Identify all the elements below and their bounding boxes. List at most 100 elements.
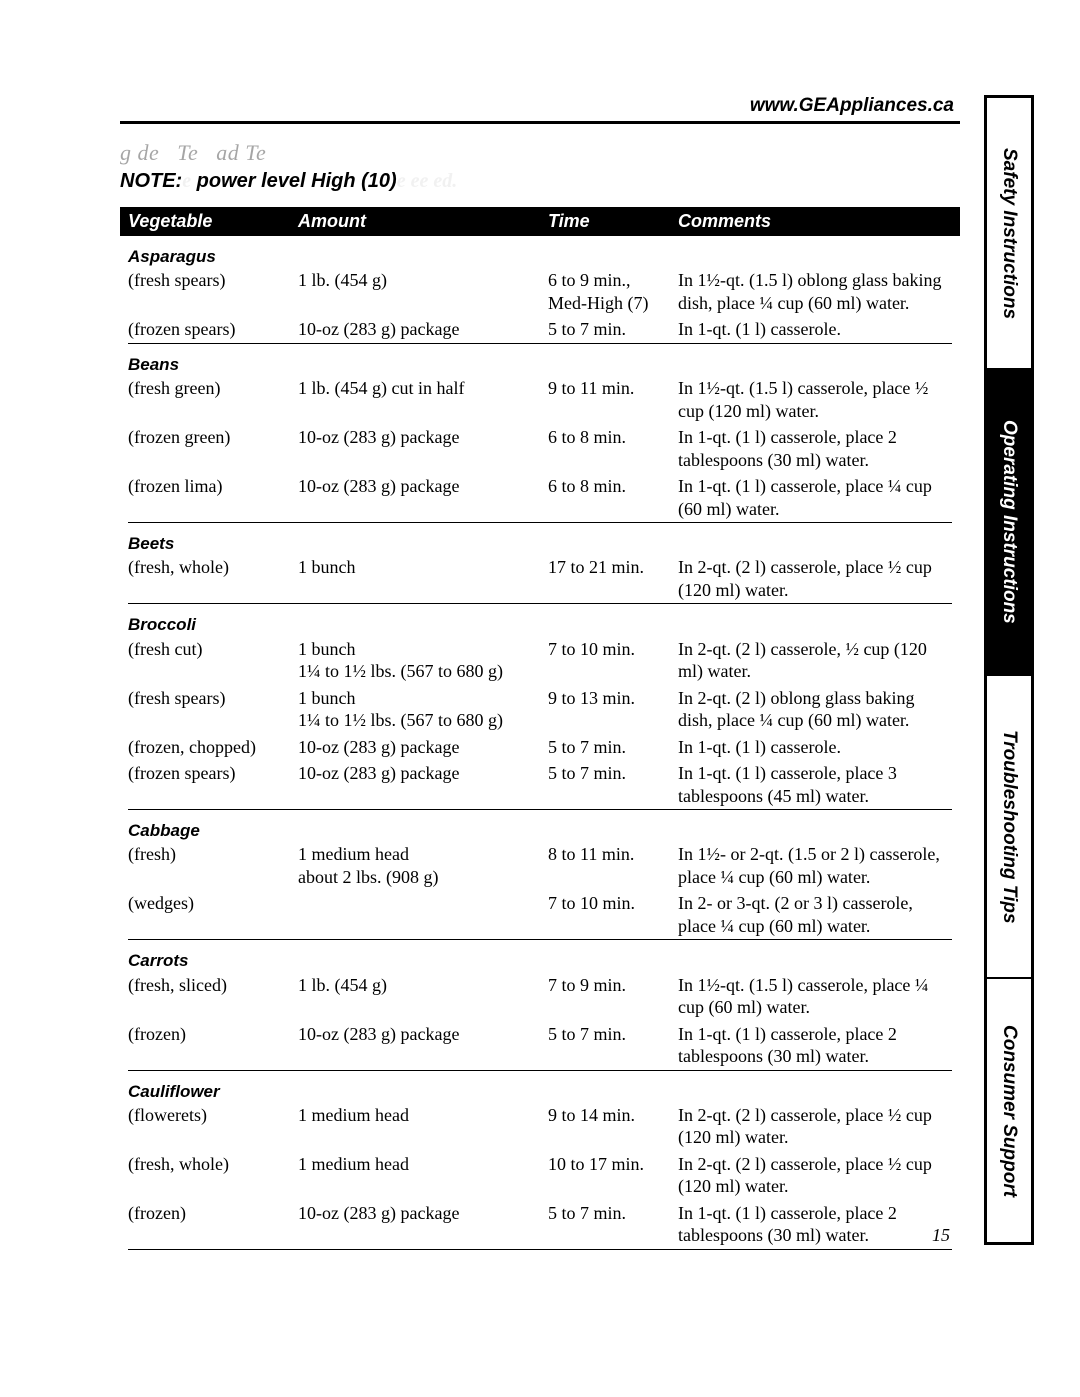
tab-operating-instructions[interactable]: Operating Instructions bbox=[987, 368, 1031, 673]
table-row: (fresh green)1 lb. (454 g) cut in half9 … bbox=[120, 375, 960, 424]
cell-amt: 10-oz (283 g) package bbox=[290, 760, 540, 809]
cell-time: 7 to 10 min. bbox=[540, 636, 670, 685]
cell-veg: (fresh) bbox=[120, 841, 290, 890]
table-row: (frozen, chopped)10-oz (283 g) package5 … bbox=[120, 734, 960, 761]
cell-time: 5 to 7 min. bbox=[540, 760, 670, 809]
group-title-row: Asparagus bbox=[120, 236, 960, 267]
cell-amt: 10-oz (283 g) package bbox=[290, 473, 540, 522]
cell-com: In 2-qt. (2 l) oblong glass baking dish,… bbox=[670, 685, 960, 734]
cell-amt: 1 bunch1¼ to 1½ lbs. (567 to 680 g) bbox=[290, 685, 540, 734]
tab-label: Operating Instructions bbox=[998, 420, 1020, 624]
table-row: (wedges)7 to 10 min.In 2- or 3-qt. (2 or… bbox=[120, 890, 960, 939]
table-row: (frozen lima)10-oz (283 g) package6 to 8… bbox=[120, 473, 960, 522]
cell-com: In 1-qt. (1 l) casserole, place ¼ cup (6… bbox=[670, 473, 960, 522]
group-title: Cauliflower bbox=[120, 1071, 960, 1102]
tab-consumer-support[interactable]: Consumer Support bbox=[987, 977, 1031, 1242]
tab-label: Troubleshooting Tips bbox=[998, 730, 1020, 924]
table-row: (fresh, whole)1 medium head10 to 17 min.… bbox=[120, 1151, 960, 1200]
tab-troubleshooting-tips[interactable]: Troubleshooting Tips bbox=[987, 674, 1031, 978]
tab-safety-instructions[interactable]: Safety Instructions bbox=[987, 98, 1031, 368]
col-header-comments: Comments bbox=[670, 207, 960, 236]
table-row: (fresh, whole)1 bunch17 to 21 min.In 2-q… bbox=[120, 554, 960, 603]
divider-line bbox=[128, 1249, 952, 1250]
cell-time: 5 to 7 min. bbox=[540, 734, 670, 761]
group-title: Beans bbox=[120, 344, 960, 375]
cell-veg: (frozen) bbox=[120, 1200, 290, 1249]
group-title: Broccoli bbox=[120, 604, 960, 635]
table-row: (frozen green)10-oz (283 g) package6 to … bbox=[120, 424, 960, 473]
cell-com: In 2-qt. (2 l) casserole, place ½ cup (1… bbox=[670, 554, 960, 603]
group-divider bbox=[120, 1249, 960, 1250]
table-row: (fresh)1 medium headabout 2 lbs. (908 g)… bbox=[120, 841, 960, 890]
cell-veg: (frozen) bbox=[120, 1021, 290, 1070]
cell-com: In 1-qt. (1 l) casserole. bbox=[670, 316, 960, 343]
cell-time: 6 to 9 min., Med-High (7) bbox=[540, 267, 670, 316]
cell-com: In 1½- or 2-qt. (1.5 or 2 l) casserole, … bbox=[670, 841, 960, 890]
cell-amt: 10-oz (283 g) package bbox=[290, 1021, 540, 1070]
cooking-guide-subtitle: g de Te ad Te bbox=[120, 140, 960, 166]
cell-veg: (fresh, sliced) bbox=[120, 972, 290, 1021]
table-row: (fresh spears)1 bunch1¼ to 1½ lbs. (567 … bbox=[120, 685, 960, 734]
page-content: www.GEAppliances.ca g de Te ad Te NOTE:e… bbox=[120, 95, 960, 1250]
group-title-row: Cauliflower bbox=[120, 1071, 960, 1102]
col-header-time: Time bbox=[540, 207, 670, 236]
cell-amt: 1 medium headabout 2 lbs. (908 g) bbox=[290, 841, 540, 890]
cell-veg: (frozen green) bbox=[120, 424, 290, 473]
table-row: (fresh cut)1 bunch1¼ to 1½ lbs. (567 to … bbox=[120, 636, 960, 685]
cell-time: 5 to 7 min. bbox=[540, 316, 670, 343]
cell-time: 7 to 10 min. bbox=[540, 890, 670, 939]
table-row: (flowerets)1 medium head9 to 14 min.In 2… bbox=[120, 1102, 960, 1151]
group-title-row: Cabbage bbox=[120, 810, 960, 841]
cell-amt: 1 lb. (454 g) cut in half bbox=[290, 375, 540, 424]
col-header-amount: Amount bbox=[290, 207, 540, 236]
cell-com: In 2-qt. (2 l) casserole, place ½ cup (1… bbox=[670, 1151, 960, 1200]
tab-label: Safety Instructions bbox=[998, 148, 1020, 319]
group-title-row: Broccoli bbox=[120, 604, 960, 635]
cell-veg: (flowerets) bbox=[120, 1102, 290, 1151]
cell-veg: (fresh cut) bbox=[120, 636, 290, 685]
cell-time: 10 to 17 min. bbox=[540, 1151, 670, 1200]
cell-veg: (frozen spears) bbox=[120, 316, 290, 343]
cell-time: 7 to 9 min. bbox=[540, 972, 670, 1021]
group-title-row: Carrots bbox=[120, 940, 960, 971]
group-title: Asparagus bbox=[120, 236, 960, 267]
tab-label: Consumer Support bbox=[998, 1025, 1020, 1197]
cooking-table: Vegetable Amount Time Comments Asparagus… bbox=[120, 207, 960, 1250]
group-title: Beets bbox=[120, 523, 960, 554]
cell-com: In 1-qt. (1 l) casserole, place 2 tables… bbox=[670, 1021, 960, 1070]
table-row: (frozen)10-oz (283 g) package5 to 7 min.… bbox=[120, 1200, 960, 1249]
note-line: NOTE:e power level High (10)e ee ed. bbox=[120, 170, 960, 193]
cell-com: In 1-qt. (1 l) casserole, place 2 tables… bbox=[670, 1200, 960, 1249]
cell-time: 5 to 7 min. bbox=[540, 1200, 670, 1249]
cell-amt: 1 lb. (454 g) bbox=[290, 267, 540, 316]
cell-amt: 10-oz (283 g) package bbox=[290, 316, 540, 343]
cell-veg: (fresh spears) bbox=[120, 267, 290, 316]
table-row: (fresh spears)1 lb. (454 g)6 to 9 min., … bbox=[120, 267, 960, 316]
cell-time: 9 to 13 min. bbox=[540, 685, 670, 734]
table-row: (frozen)10-oz (283 g) package5 to 7 min.… bbox=[120, 1021, 960, 1070]
cell-veg: (frozen spears) bbox=[120, 760, 290, 809]
cell-time: 9 to 14 min. bbox=[540, 1102, 670, 1151]
cell-veg: (frozen lima) bbox=[120, 473, 290, 522]
cell-com: In 1½-qt. (1.5 l) casserole, place ½ cup… bbox=[670, 375, 960, 424]
col-header-vegetable: Vegetable bbox=[120, 207, 290, 236]
cell-veg: (fresh green) bbox=[120, 375, 290, 424]
cell-com: In 1-qt. (1 l) casserole, place 2 tables… bbox=[670, 424, 960, 473]
cell-time: 8 to 11 min. bbox=[540, 841, 670, 890]
cell-time: 9 to 11 min. bbox=[540, 375, 670, 424]
cell-time: 6 to 8 min. bbox=[540, 473, 670, 522]
page-number: 15 bbox=[932, 1225, 950, 1246]
group-title-row: Beets bbox=[120, 523, 960, 554]
cell-amt: 1 lb. (454 g) bbox=[290, 972, 540, 1021]
table-header-row: Vegetable Amount Time Comments bbox=[120, 207, 960, 236]
table-row: (frozen spears)10-oz (283 g) package5 to… bbox=[120, 316, 960, 343]
cell-com: In 2-qt. (2 l) casserole, ½ cup (120 ml)… bbox=[670, 636, 960, 685]
cell-veg: (fresh spears) bbox=[120, 685, 290, 734]
cell-veg: (frozen, chopped) bbox=[120, 734, 290, 761]
cell-amt: 1 bunch bbox=[290, 554, 540, 603]
cell-time: 6 to 8 min. bbox=[540, 424, 670, 473]
header-url: www.GEAppliances.ca bbox=[120, 95, 960, 121]
cell-com: In 1½-qt. (1.5 l) casserole, place ¼ cup… bbox=[670, 972, 960, 1021]
cell-com: In 2-qt. (2 l) casserole, place ½ cup (1… bbox=[670, 1102, 960, 1151]
cell-amt: 10-oz (283 g) package bbox=[290, 424, 540, 473]
